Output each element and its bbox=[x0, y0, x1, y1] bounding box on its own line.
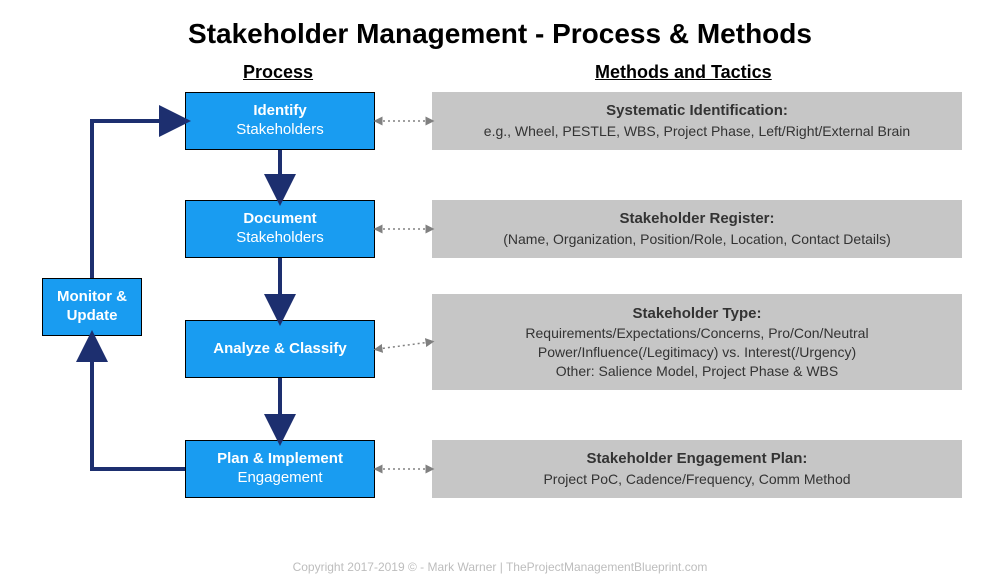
m-plan-l0: Project PoC, Cadence/Frequency, Comm Met… bbox=[543, 470, 850, 489]
m-identify-l0: e.g., Wheel, PESTLE, WBS, Project Phase,… bbox=[484, 122, 910, 141]
process-identify: Identify Stakeholders bbox=[185, 92, 375, 150]
methods-header: Methods and Tactics bbox=[595, 62, 772, 83]
page-title: Stakeholder Management - Process & Metho… bbox=[0, 0, 1000, 50]
footer-copyright: Copyright 2017-2019 © - Mark Warner | Th… bbox=[0, 560, 1000, 574]
m-analyze-l2: Other: Salience Model, Project Phase & W… bbox=[556, 362, 838, 381]
identify-title: Identify bbox=[253, 102, 306, 121]
process-document: Document Stakeholders bbox=[185, 200, 375, 258]
process-analyze: Analyze & Classify bbox=[185, 320, 375, 378]
document-title: Document bbox=[243, 210, 316, 229]
plan-title: Plan & Implement bbox=[217, 450, 343, 469]
arrow-plan-to-monitor bbox=[92, 338, 185, 469]
m-plan-title: Stakeholder Engagement Plan: bbox=[587, 449, 808, 469]
method-analyze: Stakeholder Type: Requirements/Expectati… bbox=[432, 294, 962, 390]
monitor-line2: Update bbox=[67, 307, 118, 326]
m-document-title: Stakeholder Register: bbox=[619, 209, 774, 229]
m-analyze-title: Stakeholder Type: bbox=[633, 304, 762, 324]
arrow-monitor-to-identify bbox=[92, 121, 183, 278]
method-identify: Systematic Identification: e.g., Wheel, … bbox=[432, 92, 962, 150]
monitor-line1: Monitor & bbox=[57, 288, 127, 307]
dotted-analyze bbox=[378, 342, 430, 349]
document-sub: Stakeholders bbox=[236, 229, 324, 248]
method-document: Stakeholder Register: (Name, Organizatio… bbox=[432, 200, 962, 258]
m-analyze-l0: Requirements/Expectations/Concerns, Pro/… bbox=[525, 324, 868, 343]
process-plan: Plan & Implement Engagement bbox=[185, 440, 375, 498]
analyze-title: Analyze & Classify bbox=[213, 340, 346, 359]
m-document-l0: (Name, Organization, Position/Role, Loca… bbox=[503, 230, 891, 249]
m-analyze-l1: Power/Influence(/Legitimacy) vs. Interes… bbox=[538, 343, 856, 362]
method-plan: Stakeholder Engagement Plan: Project PoC… bbox=[432, 440, 962, 498]
process-header: Process bbox=[243, 62, 313, 83]
monitor-update-box: Monitor & Update bbox=[42, 278, 142, 336]
plan-sub: Engagement bbox=[237, 469, 322, 488]
m-identify-title: Systematic Identification: bbox=[606, 101, 788, 121]
identify-sub: Stakeholders bbox=[236, 121, 324, 140]
